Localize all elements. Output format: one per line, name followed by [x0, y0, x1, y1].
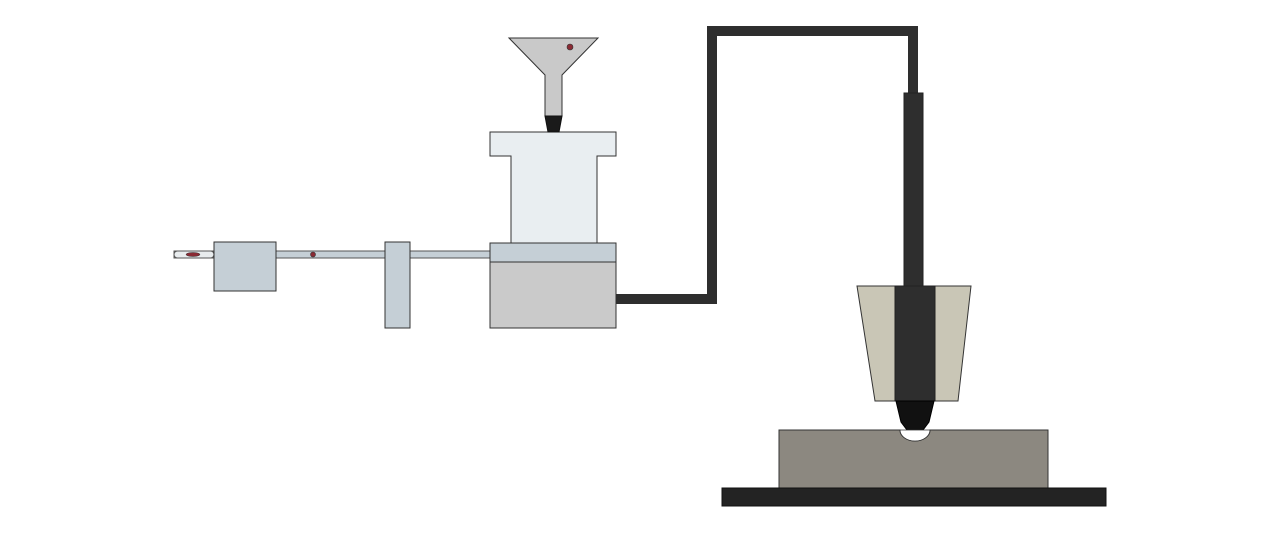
chamber-body — [489, 131, 617, 244]
hose — [616, 26, 918, 304]
nozzle-shroud — [856, 285, 972, 402]
funnel-hopper — [507, 37, 600, 133]
rod-connector-block — [213, 241, 277, 292]
probe-particle — [185, 252, 201, 257]
funnel-particle — [566, 43, 574, 51]
nozzle-hose-section — [903, 92, 924, 287]
rod-particle — [310, 251, 316, 258]
base-plate — [721, 487, 1107, 507]
nozzle-tip — [895, 400, 935, 431]
workpiece-block — [778, 429, 1049, 489]
rod-support-post — [384, 241, 411, 329]
chamber-base — [489, 242, 617, 329]
